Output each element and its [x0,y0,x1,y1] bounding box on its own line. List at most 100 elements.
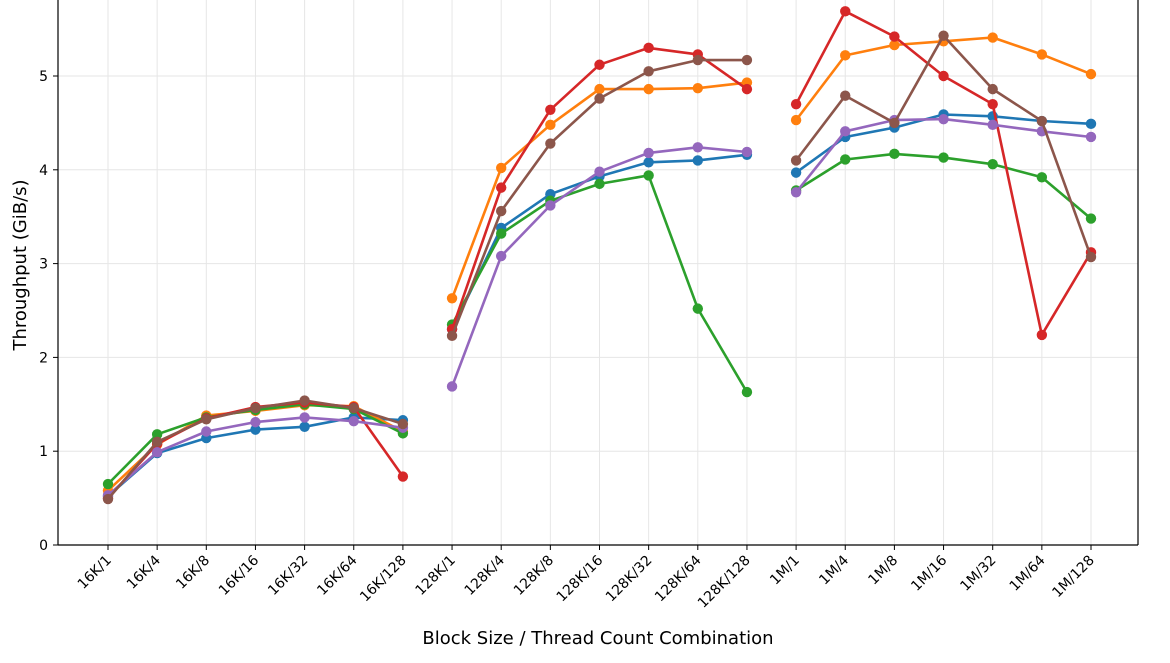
data-point [594,83,605,95]
x-tick-label: 16K/16 [216,552,262,598]
data-point [102,478,114,490]
data-point [1036,49,1048,60]
data-point [938,70,949,82]
data-point [397,418,409,430]
data-point [938,113,949,125]
data-point [594,59,605,70]
x-tick-label: 128K/8 [511,553,557,599]
data-point [299,395,310,406]
data-point [151,436,163,448]
data-point [692,54,703,66]
data-point [446,381,458,392]
data-point [790,187,802,198]
data-point [741,83,753,95]
data-point [299,412,310,423]
data-point [348,415,359,427]
data-point [594,93,605,104]
data-point [397,471,409,482]
data-point [496,162,507,174]
data-point [840,154,851,165]
data-point [1036,115,1048,127]
data-point [250,424,261,435]
data-point [496,228,507,239]
data-point [102,493,114,505]
data-point [987,83,998,95]
data-point [545,200,556,211]
data-point [741,54,753,66]
data-point [790,155,802,166]
data-point [496,250,507,262]
x-tick-label: 128K/32 [603,553,656,606]
x-tick-label: 16K/32 [265,553,311,599]
data-point [250,402,261,414]
data-point [496,205,507,217]
data-point [790,167,802,178]
series-5 [102,113,1097,501]
data-point [348,402,359,414]
data-point [938,30,949,41]
y-axis-title: Throughput (GiB/s) [10,179,31,351]
data-point [889,39,900,51]
data-point [1085,118,1097,130]
data-point [790,98,802,110]
data-point [643,66,654,77]
data-point [1085,131,1097,143]
data-point [496,182,507,193]
data-point [692,142,703,153]
x-tick-label: 128K/16 [554,552,607,605]
data-point [151,429,163,440]
data-point [594,178,605,190]
data-point [250,416,261,428]
data-point [446,330,458,342]
data-point [643,42,654,54]
data-point [643,170,654,181]
data-point [643,83,654,95]
data-point [840,50,851,61]
y-tick-label: 0 [39,538,48,554]
x-axis-title: Block Size / Thread Count Combination [422,628,773,649]
x-tick-label: 16K/64 [314,552,360,598]
data-point [741,146,753,158]
data-point [889,31,900,42]
x-tick-label: 128K/1 [413,553,459,599]
data-point [545,138,556,149]
y-tick-label: 5 [39,69,48,85]
data-point [1085,251,1097,263]
data-point [151,446,163,458]
data-point [790,114,802,126]
data-point [840,126,851,137]
data-point [446,293,458,304]
x-tick-label: 16K/128 [357,553,410,606]
data-point [643,157,654,168]
series-6 [102,30,1097,505]
data-point [1036,172,1048,183]
x-tick-label: 128K/128 [695,553,754,612]
data-point [1036,329,1048,341]
y-tick-label: 3 [39,257,48,273]
data-point [594,166,605,177]
x-tick-label: 16K/1 [75,553,115,593]
series-lines [102,6,1097,505]
y-tick-label: 2 [39,350,48,366]
x-tick-label: 1M/1 [767,553,803,589]
x-tick-label: 128K/4 [462,552,508,598]
y-tick-label: 1 [39,444,48,460]
data-point [987,158,998,170]
data-point [545,104,556,115]
data-point [840,90,851,101]
x-tick-label: 1M/16 [908,552,950,594]
data-point [692,155,703,166]
x-tick-label: 1M/32 [957,553,999,595]
x-tick-label: 1M/4 [816,552,852,588]
x-tick-label: 16K/4 [124,552,164,592]
data-point [889,117,900,129]
x-tick-label: 1M/128 [1049,553,1097,601]
data-point [987,98,998,110]
grid-lines [58,0,1138,546]
data-point [201,426,212,437]
data-point [299,421,310,433]
x-tick-label: 1M/8 [865,553,901,589]
data-point [1085,68,1097,80]
